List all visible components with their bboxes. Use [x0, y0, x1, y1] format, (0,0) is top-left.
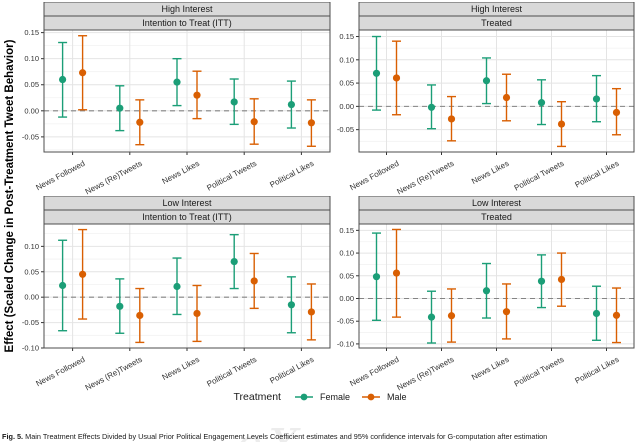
- series-male: [392, 228, 621, 344]
- y-tick-label: 0.05: [24, 267, 39, 276]
- gridlines: [44, 30, 330, 152]
- y-tick-label: 0.10: [24, 242, 39, 251]
- y-tick-label: 0.10: [24, 54, 39, 63]
- x-tick-label: Political Likes: [573, 159, 620, 190]
- y-tick-label: 0.15: [24, 28, 39, 37]
- y-tick-label: 0.00: [24, 293, 39, 302]
- facet-row-label: Low Interest: [162, 198, 212, 208]
- facet-panel-low-interest-itt: Low Interest Intention to Treat (ITT) 0.10…: [22, 196, 331, 392]
- facet-row-label: High Interest: [471, 4, 523, 14]
- x-tick-label: News Followed: [348, 355, 400, 388]
- series-female: [58, 233, 296, 334]
- facet-col-label: Treated: [481, 18, 512, 28]
- facet-row-label: Low Interest: [472, 198, 522, 208]
- legend-item-female: Female: [293, 391, 350, 403]
- x-tick-label: News (Re)Tweets: [395, 355, 455, 392]
- series-female: [372, 232, 601, 344]
- y-tick-label: 0.05: [339, 271, 354, 280]
- female-pointrange-key-icon: [294, 393, 313, 401]
- y-tick-label: 0.10: [339, 249, 354, 258]
- y-tick-label: -0.05: [22, 318, 39, 327]
- x-tick-label: News (Re)Tweets: [395, 159, 455, 196]
- x-tick-label: News (Re)Tweets: [84, 159, 144, 196]
- x-tick-label: Political Tweets: [205, 355, 258, 389]
- series-male: [78, 228, 316, 344]
- y-tick-label: -0.05: [22, 132, 39, 141]
- facet-col-label: Intention to Treat (ITT): [142, 212, 232, 222]
- figure-caption: Fig. 5. Main Treatment Effects Divided b…: [2, 432, 640, 441]
- y-tick-label: 0.10: [339, 55, 354, 64]
- legend-title: Treatment: [233, 391, 281, 403]
- treatment-legend: Treatment Female Male: [0, 391, 640, 403]
- x-tick-label: Political Likes: [268, 355, 315, 386]
- facet-panel-high-interest-itt: High Interest Intention to Treat (ITT) 0.1…: [22, 2, 331, 196]
- series-male: [392, 40, 621, 148]
- y-tick-label: 0.05: [24, 80, 39, 89]
- x-tick-label: Political Tweets: [513, 159, 566, 193]
- facet-col-label: Intention to Treat (ITT): [142, 18, 232, 28]
- y-tick-label: -0.10: [337, 339, 354, 348]
- y-tick-label: 0.15: [339, 32, 354, 41]
- y-axis-title: Effect (Scaled Change in Post-Treatment …: [4, 39, 16, 353]
- male-pointrange-key-icon: [361, 393, 380, 401]
- series-female: [58, 41, 296, 132]
- y-tick-label: -0.10: [22, 344, 39, 353]
- x-tick-label: News Likes: [161, 355, 201, 382]
- x-tick-label: Political Likes: [573, 355, 620, 386]
- legend-label-female: Female: [319, 392, 350, 402]
- y-tick-label: 0.00: [339, 102, 354, 111]
- x-tick-label: News (Re)Tweets: [84, 355, 144, 392]
- facet-row-label: High Interest: [161, 4, 213, 14]
- y-tick-label: 0.00: [24, 106, 39, 115]
- y-tick-label: -0.05: [337, 317, 354, 326]
- x-tick-label: News Followed: [348, 159, 400, 192]
- x-tick-label: Political Tweets: [513, 355, 566, 389]
- caption-label: Fig. 5.: [2, 432, 24, 441]
- facet-col-label: Treated: [481, 212, 512, 222]
- x-tick-label: News Likes: [470, 355, 510, 382]
- series-male: [78, 35, 316, 147]
- legend-label-male: Male: [386, 392, 407, 402]
- series-female: [372, 35, 601, 130]
- x-tick-label: News Likes: [470, 159, 510, 186]
- x-tick-label: Political Tweets: [205, 159, 258, 193]
- y-tick-label: 0.00: [339, 294, 354, 303]
- y-tick-label: 0.15: [339, 226, 354, 235]
- watermark-fragment: eX: [236, 420, 305, 442]
- caption-text: Main Treatment Effects Divided by Usual …: [23, 432, 548, 441]
- x-tick-label: News Followed: [34, 355, 86, 388]
- facet-panel-low-interest-treated: Low Interest Treated 0.15 0.10 0.05 0.00 -0.05…: [337, 196, 635, 392]
- x-tick-label: News Followed: [34, 159, 86, 192]
- x-tick-label: News Likes: [161, 159, 201, 186]
- gridlines: [359, 30, 634, 152]
- x-tick-label: Political Likes: [268, 159, 315, 190]
- y-tick-label: 0.05: [339, 79, 354, 88]
- y-tick-label: -0.05: [337, 125, 354, 134]
- legend-item-male: Male: [360, 391, 407, 403]
- facet-panel-high-interest-treated: High Interest Treated 0.15 0.10 0.05 0.00 -0.0…: [337, 2, 635, 196]
